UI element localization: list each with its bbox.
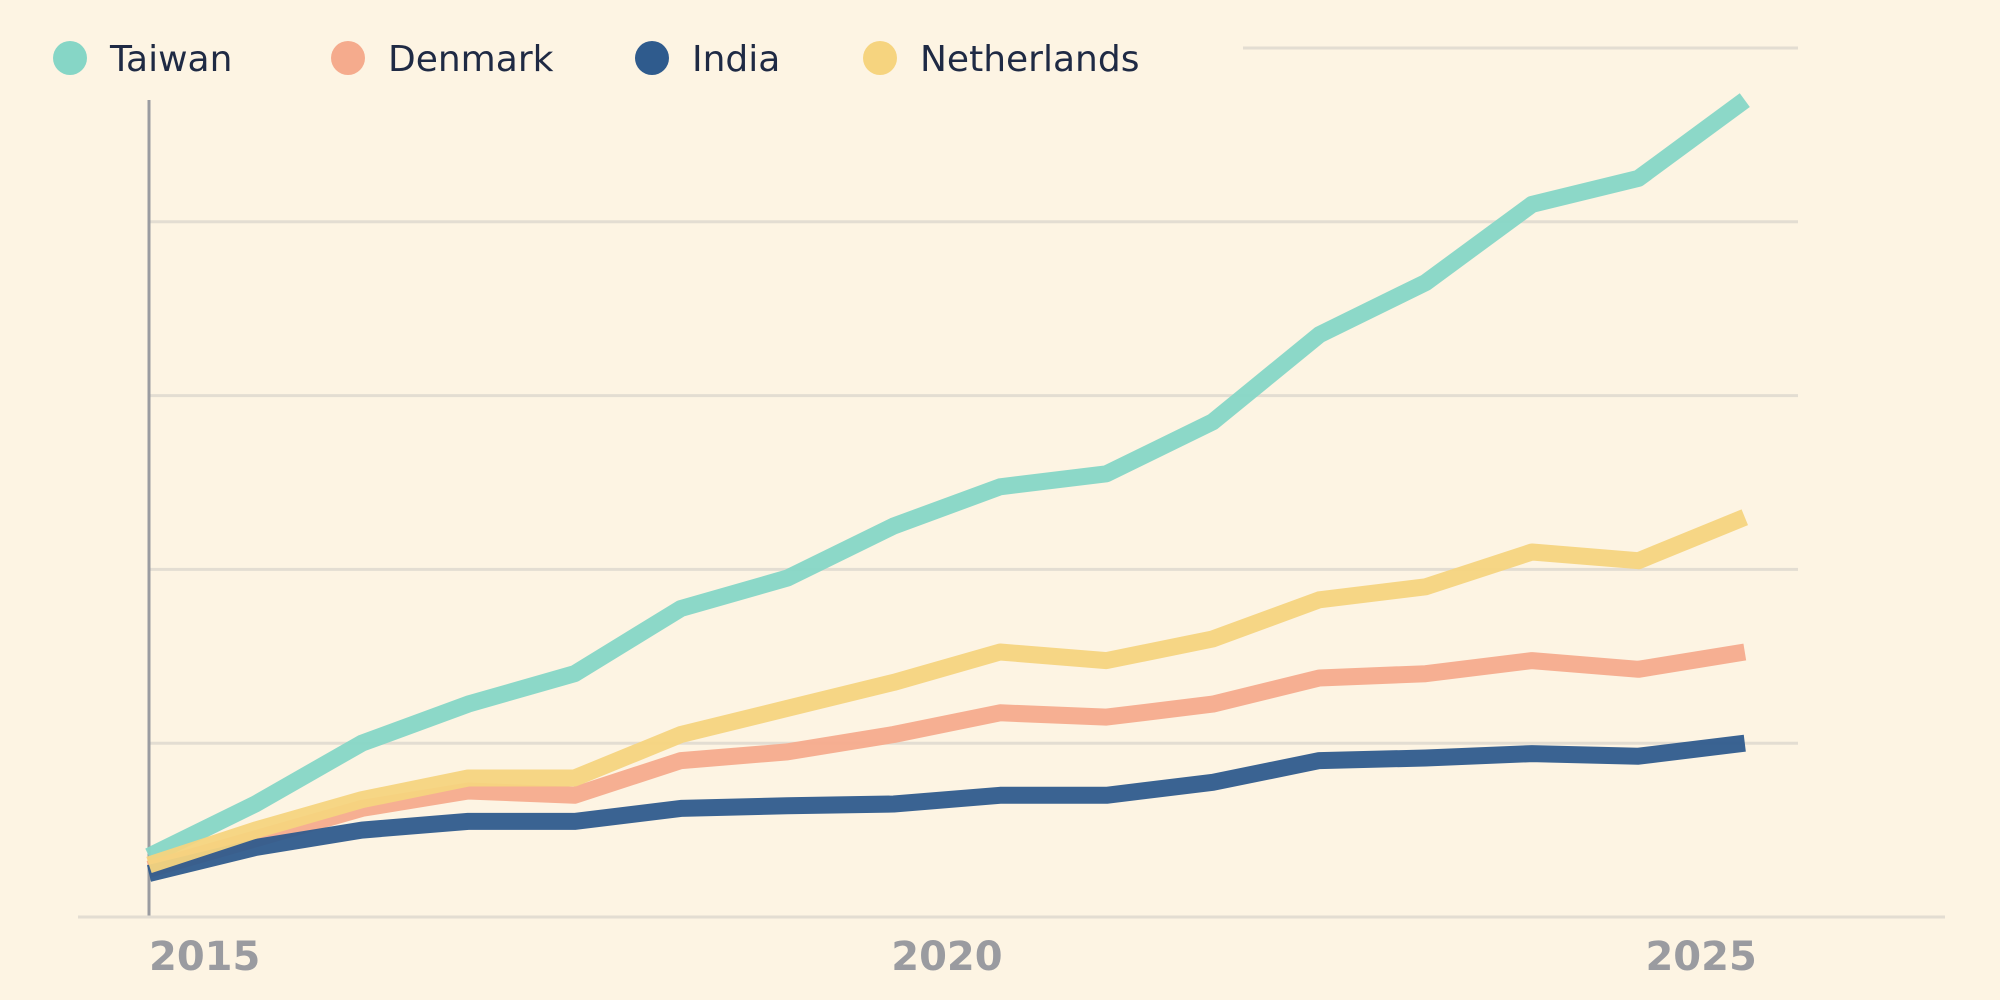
legend-label: Denmark	[388, 39, 554, 80]
legend-item-denmark: Denmark	[331, 39, 554, 80]
series-line-taiwan	[145, 93, 1750, 864]
series-line-india	[146, 734, 1746, 882]
legend-item-india: India	[635, 39, 780, 80]
legend: Taiwan Denmark India Netherlands	[53, 39, 1139, 80]
x-tick-labels: 2015 2020 2025	[149, 934, 1757, 980]
legend-label: Taiwan	[109, 39, 232, 80]
series-lines	[145, 93, 1750, 882]
legend-item-taiwan: Taiwan	[53, 39, 232, 80]
legend-swatch	[53, 41, 87, 75]
series-line-netherlands	[146, 509, 1749, 873]
legend-swatch	[331, 41, 365, 75]
legend-item-netherlands: Netherlands	[863, 39, 1139, 80]
x-tick-label: 2025	[1645, 934, 1756, 980]
legend-label: India	[692, 39, 780, 80]
series-line-denmark	[146, 643, 1747, 878]
x-tick-label: 2020	[891, 934, 1002, 980]
legend-label: Netherlands	[920, 39, 1139, 80]
legend-swatch	[863, 41, 897, 75]
gridlines	[149, 46, 1798, 745]
legend-swatch	[635, 41, 669, 75]
x-tick-label: 2015	[149, 934, 260, 980]
